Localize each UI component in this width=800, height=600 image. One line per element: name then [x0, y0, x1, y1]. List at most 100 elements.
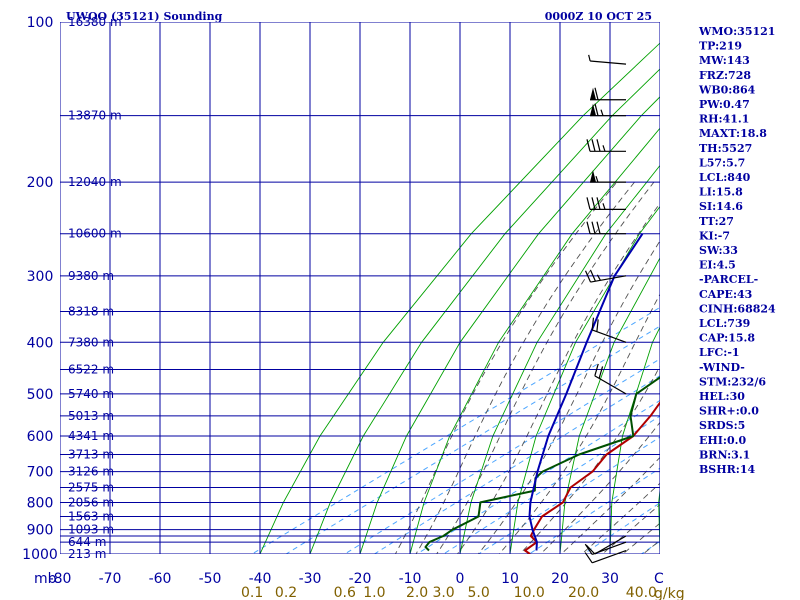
dewpoint-line — [424, 376, 660, 552]
mixing-ratio-label: 3.0 — [432, 585, 454, 600]
x-unit-label: C — [654, 571, 664, 587]
wind-barb — [586, 197, 626, 210]
index-item: TP:219 — [699, 40, 742, 53]
index-item: -PARCEL- — [699, 273, 758, 286]
index-item: MAXT:18.8 — [699, 127, 767, 140]
series — [424, 233, 660, 554]
temperature-tick-label: 10 — [501, 571, 519, 587]
temperature-tick-label: 20 — [551, 571, 569, 587]
moist-adiabat — [498, 293, 660, 554]
index-item: L57:5.7 — [699, 156, 745, 169]
moist-adiabat — [394, 181, 618, 554]
index-item: FRZ:728 — [699, 69, 751, 82]
index-item: WB0:864 — [698, 83, 756, 96]
mixing-ratio-label: 1.0 — [363, 585, 385, 600]
index-item: MW:143 — [699, 54, 750, 67]
dry-adiabat — [309, 68, 660, 554]
height-label: 8318 m — [68, 304, 114, 318]
height-label: 5013 m — [68, 409, 114, 423]
pressure-tick-label: 800 — [27, 495, 54, 511]
mixing-ratio-line — [583, 502, 660, 554]
index-item: CINH:68824 — [699, 302, 776, 315]
height-label: 644 m — [68, 535, 106, 549]
moist-adiabat — [601, 503, 660, 554]
moist-adiabat — [519, 365, 660, 554]
mixing-unit-label: g/kg — [654, 586, 685, 600]
index-item: TH:5527 — [699, 142, 752, 155]
wind-barbs — [584, 54, 627, 564]
height-label: 3713 m — [68, 447, 114, 461]
wind-barb — [584, 269, 627, 283]
dry-adiabat — [559, 257, 660, 554]
index-item: LCL:840 — [699, 171, 751, 184]
moist-adiabat — [415, 181, 635, 554]
height-label: 9380 m — [68, 269, 114, 283]
index-item: LFC:-1 — [699, 346, 740, 359]
temperature-tick-label: -70 — [99, 571, 122, 587]
mixing-ratio-label: 10.0 — [514, 585, 545, 600]
wind-barb — [584, 549, 627, 564]
temperature-tick-label: -50 — [199, 571, 222, 587]
mixing-ratio-line — [374, 375, 660, 554]
moist-adiabat — [581, 482, 660, 554]
mixing-ratio-label: 0.1 — [241, 585, 263, 600]
pressure-tick-label: 400 — [27, 335, 54, 351]
temperature-tick-label: -10 — [399, 571, 422, 587]
height-label: 2575 m — [68, 481, 114, 495]
pressure-tick-label: 200 — [27, 175, 54, 191]
moist-adiabat — [436, 181, 655, 554]
height-label: 4341 m — [68, 429, 114, 443]
mixing-ratio-label: 0.2 — [275, 585, 297, 600]
index-item: -WIND- — [699, 361, 745, 374]
height-label: 213 m — [68, 547, 106, 561]
index-item: BSHR:14 — [699, 463, 755, 476]
index-item: LCL:739 — [699, 317, 750, 330]
index-item: EHI:0.0 — [699, 434, 746, 447]
pressure-tick-label: 1000 — [22, 547, 58, 563]
index-item: KI:-7 — [699, 229, 730, 242]
index-item: PW:0.47 — [699, 98, 750, 111]
wind-barb — [588, 54, 627, 65]
mixing-ratio-line — [285, 325, 660, 554]
mixing-ratio-label: 40.0 — [626, 585, 657, 600]
pressure-tick-label: 100 — [27, 15, 54, 31]
pressure-tick-label: 700 — [27, 465, 54, 481]
height-label: 5740 m — [68, 387, 114, 401]
index-item: BRN:3.1 — [699, 448, 750, 461]
wind-barb — [585, 535, 627, 555]
index-item: STM:232/6 — [699, 375, 766, 388]
temperature-tick-label: -60 — [149, 571, 172, 587]
dry-adiabat — [795, 22, 800, 554]
wind-barb — [590, 170, 626, 183]
temperature-tick-label: -40 — [249, 571, 272, 587]
mixing-ratio-label: 5.0 — [467, 585, 489, 600]
index-item: RH:41.1 — [699, 113, 749, 126]
temperature-tick-label: 0 — [456, 571, 465, 587]
height-label: 6522 m — [68, 363, 114, 377]
mixing-ratio-label: 20.0 — [568, 585, 599, 600]
height-label: 13870 m — [68, 109, 122, 123]
index-item: TT:27 — [699, 215, 734, 228]
height-label: 12040 m — [68, 175, 122, 189]
moist-adiabat — [539, 421, 660, 554]
index-item: SW:33 — [699, 244, 738, 257]
height-label: 16380 m — [68, 15, 122, 29]
temperature-tick-label: -80 — [49, 571, 72, 587]
moist-adiabat — [456, 202, 660, 554]
index-item: SHR+:0.0 — [699, 405, 759, 418]
index-item: EI:4.5 — [699, 259, 736, 272]
temperature-line — [524, 400, 660, 554]
index-item: CAPE:43 — [699, 288, 752, 301]
temperature-tick-label: 30 — [601, 571, 619, 587]
wind-barb — [586, 221, 626, 235]
height-label: 3126 m — [68, 465, 114, 479]
index-item: LI:15.8 — [699, 186, 743, 199]
dry-adiabat — [259, 42, 660, 554]
moist-adiabat — [477, 240, 660, 554]
wind-barb — [594, 363, 627, 395]
wind-barb — [586, 139, 626, 152]
mixing-ratio-label: 0.6 — [334, 585, 356, 600]
